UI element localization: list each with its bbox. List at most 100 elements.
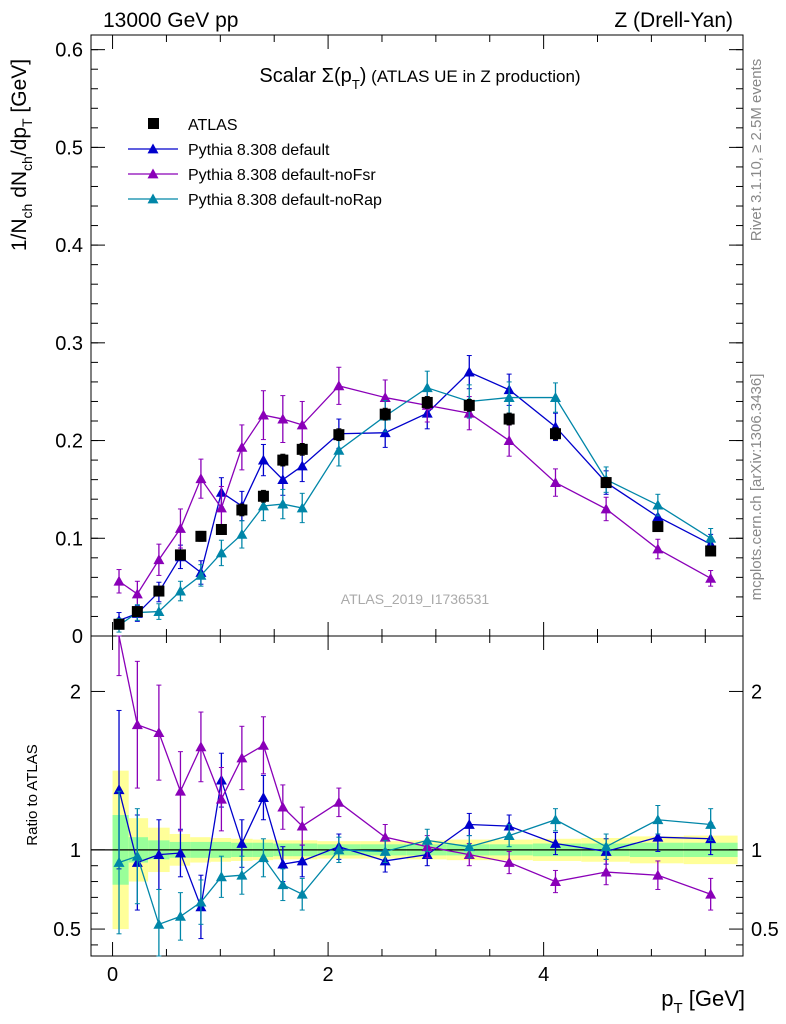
data-point [333, 429, 345, 441]
data-point [652, 869, 664, 880]
data-point [131, 850, 143, 861]
data-point [215, 793, 227, 804]
title-sub: T [352, 77, 360, 92]
ratio-ylabel: Ratio to ATLAS [24, 744, 41, 845]
data-point [174, 549, 186, 561]
series-line [118, 385, 711, 595]
data-point [379, 392, 391, 402]
data-point [379, 831, 391, 842]
main-ytick-label: 0 [72, 626, 83, 648]
main-series [113, 355, 717, 633]
data-point [236, 838, 248, 848]
data-point [463, 819, 475, 829]
ratio-ytick-label: 2 [70, 681, 81, 703]
data-point [277, 474, 289, 485]
data-point [277, 879, 289, 890]
data-point [153, 606, 165, 616]
data-point [463, 366, 475, 377]
data-point [296, 855, 308, 866]
data-point [705, 532, 717, 543]
main-ytick-label: 0.4 [55, 235, 83, 257]
xlabel-main: p [661, 986, 673, 1011]
data-point [195, 896, 207, 907]
data-point [174, 847, 186, 858]
data-point [652, 814, 664, 825]
main-ytick-label: 0.3 [55, 333, 83, 355]
ratio-series [113, 635, 717, 957]
data-point [652, 521, 664, 533]
ylabel-b: ch [19, 204, 35, 219]
main-ticks: 0 0.1 0.2 0.3 0.4 0.5 0.6 [55, 35, 743, 648]
series-line [118, 371, 711, 621]
rivet-label: Rivet 3.1.10, ≥ 2.5M events [748, 59, 765, 242]
data-point [549, 814, 561, 825]
ratio-ytick-label: 0.5 [53, 919, 81, 941]
data-point [174, 785, 186, 796]
data-point [463, 841, 475, 852]
legend-label: Pythia 8.308 default [188, 142, 330, 159]
data-point [153, 585, 165, 597]
data-point [236, 441, 248, 452]
data-point [113, 618, 125, 630]
data-point [215, 871, 227, 882]
ylabel-g: [GeV] [8, 59, 31, 119]
main-ylabel: 1/Nch dNch/dpT [GeV] [8, 59, 35, 251]
data-point [257, 409, 269, 420]
data-point [257, 490, 269, 502]
data-point [195, 569, 207, 580]
data-point [503, 435, 515, 445]
data-point [195, 741, 207, 752]
data-point [549, 838, 561, 848]
series-pythia-8-308-default-nofsr [113, 366, 717, 608]
data-point [600, 866, 612, 877]
data-point [236, 752, 248, 763]
data-point [549, 876, 561, 886]
data-point [277, 413, 289, 424]
data-point [174, 523, 186, 533]
data-point [215, 547, 227, 558]
data-point [549, 428, 561, 440]
ratio-ytick-label-right: 0.5 [751, 919, 779, 941]
data-point [257, 739, 269, 750]
data-point [503, 830, 515, 841]
data-point [113, 857, 125, 867]
data-point [277, 858, 289, 869]
legend-label: Pythia 8.308 default-noFsr [188, 167, 376, 184]
data-point [257, 454, 269, 465]
data-point [379, 408, 391, 420]
data-point [131, 588, 143, 599]
series-atlas [113, 396, 717, 630]
data-point [549, 477, 561, 487]
data-point [296, 820, 308, 831]
data-point [600, 841, 612, 852]
data-point [153, 554, 165, 565]
data-point [421, 396, 433, 408]
ratio-ticks: 0.5 0.5 1 1 2 2 0 2 4 [53, 636, 779, 986]
header-right: Z (Drell-Yan) [614, 9, 733, 32]
title-main: Scalar Σ(p [259, 65, 351, 87]
data-point [333, 844, 345, 855]
data-point [113, 784, 125, 795]
data-point [236, 504, 248, 516]
legend-label: Pythia 8.308 default-noRap [188, 192, 382, 209]
data-point [379, 845, 391, 856]
data-point [195, 473, 207, 484]
data-point [333, 380, 345, 391]
data-point [705, 572, 717, 583]
data-point [333, 444, 345, 455]
data-point [652, 831, 664, 842]
ratio-ytick-label-right: 1 [751, 840, 762, 862]
data-point [296, 888, 308, 899]
data-point [705, 545, 717, 557]
data-point [503, 392, 515, 402]
watermark: ATLAS_2019_I1736531 [341, 591, 490, 607]
data-point [153, 918, 165, 929]
data-point [463, 399, 475, 411]
data-point [421, 382, 433, 393]
data-point [296, 460, 308, 471]
data-point [195, 530, 207, 542]
ylabel-f: T [19, 118, 35, 127]
data-point [503, 857, 515, 867]
series-line [118, 819, 711, 926]
